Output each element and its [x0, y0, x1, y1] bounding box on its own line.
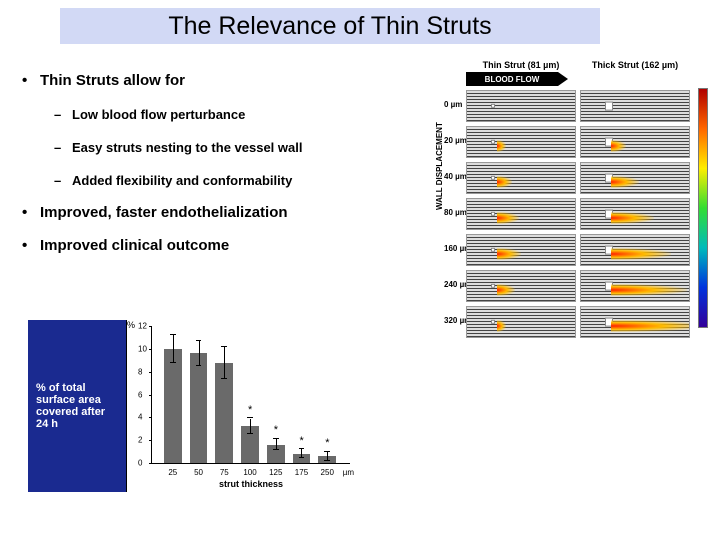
bar [190, 353, 208, 463]
sim-row-label: 0 µm [444, 100, 462, 109]
sim-row-label: 80 µm [444, 208, 467, 217]
bar-chart-xtick: 175 [295, 468, 308, 477]
sim-row [466, 270, 690, 302]
significance-star: * [325, 437, 329, 449]
sim-row [466, 90, 690, 122]
sim-panel-thick [580, 162, 690, 194]
bar-chart-xtick: 100 [243, 468, 256, 477]
significance-star: * [248, 404, 252, 416]
sim-row-label: 40 µm [444, 172, 467, 181]
bar [164, 349, 182, 463]
bullet-1b: Easy struts nesting to the vessel wall [54, 140, 427, 155]
slide-title: The Relevance of Thin Struts [60, 8, 600, 44]
sim-panel-thin [466, 234, 576, 266]
sim-panel-thin [466, 270, 576, 302]
sim-row [466, 234, 690, 266]
bullet-3: Improved clinical outcome [22, 237, 427, 254]
sim-panel-thin [466, 90, 576, 122]
bar-chart-xtick: 125 [269, 468, 282, 477]
bullet-1: Thin Struts allow for [22, 72, 427, 89]
sim-panel-thin [466, 306, 576, 338]
bar-chart-xtick: 250 [321, 468, 334, 477]
sim-panel-thick [580, 270, 690, 302]
bar-chart-x-unit: µm [343, 468, 354, 477]
bullet-2: Improved, faster endothelialization [22, 204, 427, 221]
bar-chart-xtick: 75 [220, 468, 229, 477]
sim-row [466, 126, 690, 158]
sim-panel-thick [580, 198, 690, 230]
bar-chart-ytick: 6 [138, 390, 142, 399]
flow-simulation-figure: Thin Strut (81 µm) Thick Strut (162 µm) … [438, 60, 710, 350]
bullet-1c: Added flexibility and conformability [54, 173, 427, 188]
bar-chart-y-unit: % [127, 320, 135, 330]
sim-header-thick: Thick Strut (162 µm) [580, 60, 690, 70]
sim-row [466, 198, 690, 230]
bar-chart-ytick: 8 [138, 367, 142, 376]
bar-chart-ytick: 12 [138, 322, 147, 331]
sim-panel-thick [580, 306, 690, 338]
blood-flow-arrow: BLOOD FLOW [466, 72, 558, 86]
bullet-1a: Low blood flow perturbance [54, 107, 427, 122]
sim-row [466, 162, 690, 194]
bar-chart-xtick: 50 [194, 468, 203, 477]
bar-chart-ytick: 4 [138, 413, 142, 422]
sim-y-axis-label: WALL DISPLACEMENT [435, 122, 444, 210]
bar-chart: % of total surface area covered after 24… [28, 320, 358, 492]
significance-star: * [300, 435, 304, 447]
sim-header-thin: Thin Strut (81 µm) [466, 60, 576, 70]
sim-panel-thick [580, 126, 690, 158]
sim-panel-thin [466, 162, 576, 194]
significance-star: * [274, 424, 278, 436]
sim-colorbar [698, 88, 708, 328]
sim-row [466, 306, 690, 338]
bar-chart-ytick: 10 [138, 344, 147, 353]
bullet-list: Thin Struts allow for Low blood flow per… [22, 56, 427, 254]
bar-chart-plot: % strut thickness µm 0 2 4 6 8 10 12 25 50 75 * 100… [126, 320, 358, 492]
sim-panel-thin [466, 126, 576, 158]
bar-chart-ylabel: % of total surface area covered after 24… [28, 320, 126, 492]
sim-panel-thick [580, 234, 690, 266]
bar-chart-x-title: strut thickness [219, 479, 283, 489]
sim-row-label: 20 µm [444, 136, 467, 145]
sim-panel-thin [466, 198, 576, 230]
bar-chart-ytick: 0 [138, 459, 142, 468]
bar-chart-xtick: 25 [168, 468, 177, 477]
sim-panel-thick [580, 90, 690, 122]
bar-chart-ytick: 2 [138, 436, 142, 445]
